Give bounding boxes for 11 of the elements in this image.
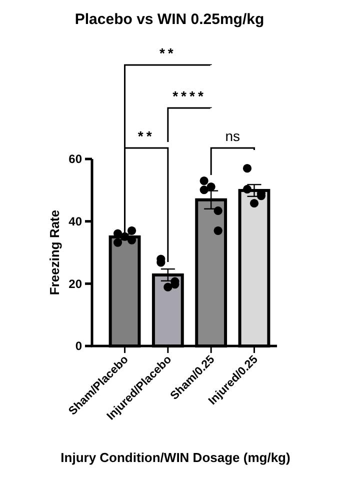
y-tick-label: 0	[75, 339, 82, 354]
y-tick-label: 40	[68, 214, 82, 229]
y-tick-label: 60	[68, 152, 82, 166]
y-tick-label: 20	[68, 276, 82, 291]
text: **	[138, 128, 155, 144]
y-axis-title: Freezing Rate	[47, 210, 62, 296]
text: **	[159, 45, 176, 61]
chart-title: Placebo vs WIN 0.25mg/kg	[74, 11, 264, 28]
text: ns	[225, 128, 240, 144]
text: ****	[172, 88, 206, 104]
x-axis-title: Injury Condition/WIN Dosage (mg/kg)	[60, 450, 290, 465]
